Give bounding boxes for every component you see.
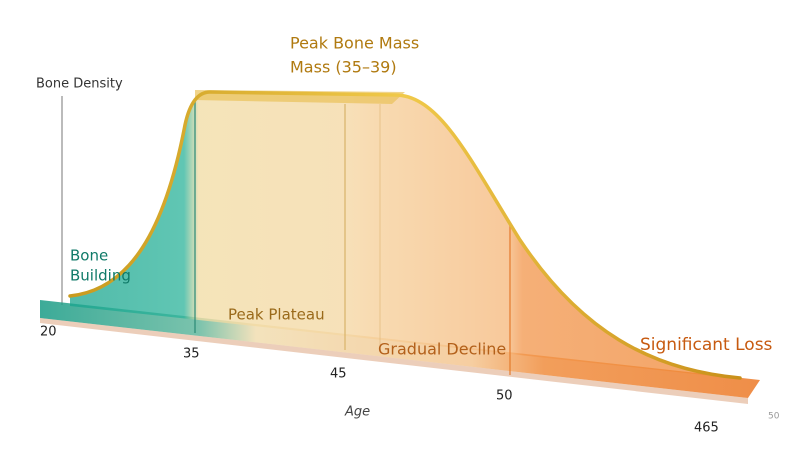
base-edge (40, 318, 748, 404)
phase-label: Significant Loss (640, 335, 773, 355)
phase-label: Building (70, 267, 131, 285)
side-label: 50 (768, 412, 780, 422)
x-tick-label: 35 (183, 347, 200, 362)
base-slab (40, 300, 760, 398)
y-axis-label: Bone Density (36, 77, 123, 92)
phase-label: Bone (70, 247, 108, 265)
x-tick-label: 465 (694, 421, 719, 436)
title-line: Mass (35–39) (290, 58, 397, 77)
x-tick-label: 45 (330, 367, 347, 382)
x-tick-label: 20 (40, 325, 57, 340)
density-area (70, 92, 740, 379)
title-line: Peak Bone Mass (290, 34, 419, 53)
x-axis-label: Age (344, 405, 370, 420)
phase-label: Peak Plateau (228, 306, 325, 324)
density-curve (68, 90, 742, 380)
x-tick-label: 50 (496, 389, 513, 404)
phase-label: Gradual Decline (378, 340, 506, 359)
